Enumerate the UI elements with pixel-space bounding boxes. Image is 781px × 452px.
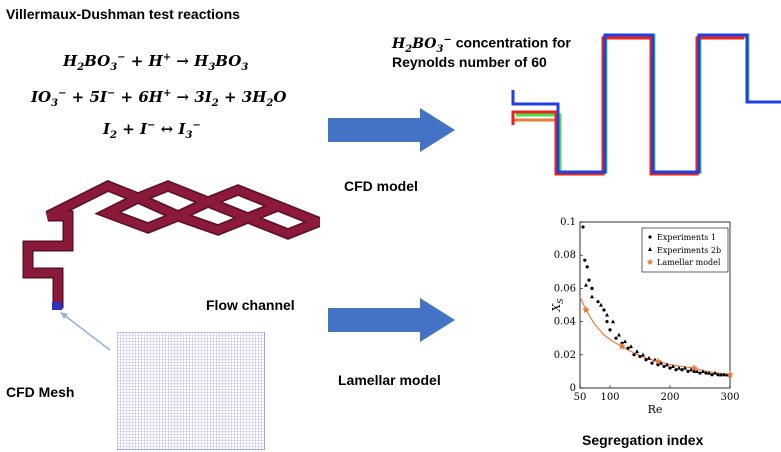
concentration-label-line2: Reynolds number of 60 (392, 54, 547, 70)
lamellar-model-point (654, 357, 662, 365)
experiments-2b-point (719, 372, 723, 377)
equation-2: IO3− + 5I− + 6H+ → 3I2 + 3H2O (31, 88, 287, 109)
equation-3: I2 + I− ↔ I3− (103, 120, 201, 141)
experiments-2b-point (683, 365, 687, 370)
experiments-1-point (626, 346, 630, 350)
experiments-1-point (602, 308, 606, 312)
experiments-2b-point (605, 312, 609, 317)
concentration-profile-plot (511, 33, 781, 176)
legend-box (641, 227, 729, 273)
legend-marker-experiments-2b (648, 247, 652, 251)
x-axis-label: Re (648, 403, 663, 416)
experiments-1-point (608, 328, 612, 332)
experiments-1-point (581, 225, 585, 229)
experiments-1-point (710, 373, 714, 377)
experiments-1-point (692, 369, 696, 373)
experiments-1-point (605, 320, 609, 324)
lamellar-model-label: Lamellar model (338, 372, 441, 388)
inlet-marker (52, 302, 62, 310)
experiments-2b-point (617, 332, 621, 337)
cfd-mesh-label: CFD Mesh (6, 384, 75, 400)
experiments-1-point (596, 300, 600, 304)
y-tick-label: 0 (570, 383, 576, 394)
experiments-1-point (614, 336, 618, 340)
y-tick-label: 0.04 (554, 317, 576, 328)
experiments-2b-point (677, 365, 681, 370)
lamellar-fit-curve (579, 296, 731, 376)
flow-channel-geometry (22, 179, 320, 310)
experiments-2b-point (584, 282, 588, 287)
experiments-2b-point (671, 364, 675, 369)
experiments-2b-point (713, 370, 717, 375)
experiments-1-point (638, 354, 642, 359)
experiments-2b-point (629, 344, 633, 349)
y-tick-label: 0.08 (554, 250, 576, 261)
experiments-1-point (680, 368, 684, 372)
legend-marker-experiments-1 (648, 235, 652, 239)
segregation-index-label: Segregation index (582, 432, 704, 448)
experiments-1-point (583, 258, 587, 262)
experiments-1-point (590, 286, 594, 290)
experiments-1-point (668, 366, 672, 370)
experiments-1-point (632, 353, 636, 357)
experiments-1-point (650, 361, 654, 365)
legend-label-lamellar-model: Lamellar model (657, 258, 721, 267)
arrow-to-lamellar-model (328, 298, 455, 342)
experiments-2b-point (665, 362, 669, 367)
arrow-to-cfd-model (328, 108, 455, 152)
experiments-2b-point (590, 294, 594, 299)
lamellar-model-point (690, 364, 698, 372)
experiments-1-point (662, 364, 666, 369)
experiments-1-point (716, 373, 720, 377)
experiments-1-point (686, 369, 690, 373)
lamellar-model-point (582, 305, 590, 314)
mesh-pointer-arrow (60, 312, 111, 351)
experiments-2b-point (599, 302, 603, 307)
legend-label-experiments-1: Experiments 1 (657, 233, 716, 242)
x-tick-label: 200 (660, 392, 679, 403)
cfd-model-label: CFD model (344, 178, 418, 194)
experiments-1-point (656, 363, 660, 367)
x-tick-label: 50 (574, 392, 587, 403)
legend-label-experiments-2b: Experiments 2b (657, 246, 721, 255)
flow-channel-label: Flow channel (206, 297, 295, 313)
cfd-mesh-grid (117, 332, 265, 450)
equation-1: H2BO3− + H+ → H3BO3 (63, 52, 249, 73)
x-tick-label: 100 (600, 392, 619, 403)
experiments-1-point (698, 371, 702, 375)
x-tick-label: 300 (720, 392, 739, 403)
experiments-1-point (674, 368, 678, 372)
experiments-2b-point (641, 352, 645, 357)
concentration-label: H2BO3− concentration for (392, 34, 571, 55)
experiments-2b-point (623, 339, 627, 344)
y-tick-label: 0.1 (560, 217, 576, 228)
experiments-1-point (587, 278, 591, 282)
experiments-1-point (704, 371, 708, 375)
experiments-1-point (644, 358, 648, 362)
y-tick-label: 0.02 (554, 350, 576, 361)
experiments-1-point (722, 373, 726, 377)
experiments-1-point (585, 265, 589, 269)
segregation-index-chart: 50 100 200 300 0 0.02 0.04 0.06 0.08 0.1 Re XS Exper… (550, 217, 740, 416)
experiments-2b-point (635, 349, 639, 354)
lamellar-model-point (726, 370, 734, 378)
title: Villermaux-Dushman test reactions (6, 6, 240, 22)
legend-marker-lamellar-model (646, 258, 654, 265)
experiments-2b-point (725, 372, 729, 377)
experiments-2b-point (707, 370, 711, 375)
lamellar-model-point (618, 342, 626, 350)
experiments-2b-point (701, 369, 705, 373)
y-axis-label: XS (550, 298, 565, 313)
experiments-2b-point (695, 369, 699, 373)
y-tick-label: 0.06 (554, 283, 576, 294)
experiments-2b-point (647, 355, 651, 360)
experiments-2b-point (611, 319, 615, 324)
